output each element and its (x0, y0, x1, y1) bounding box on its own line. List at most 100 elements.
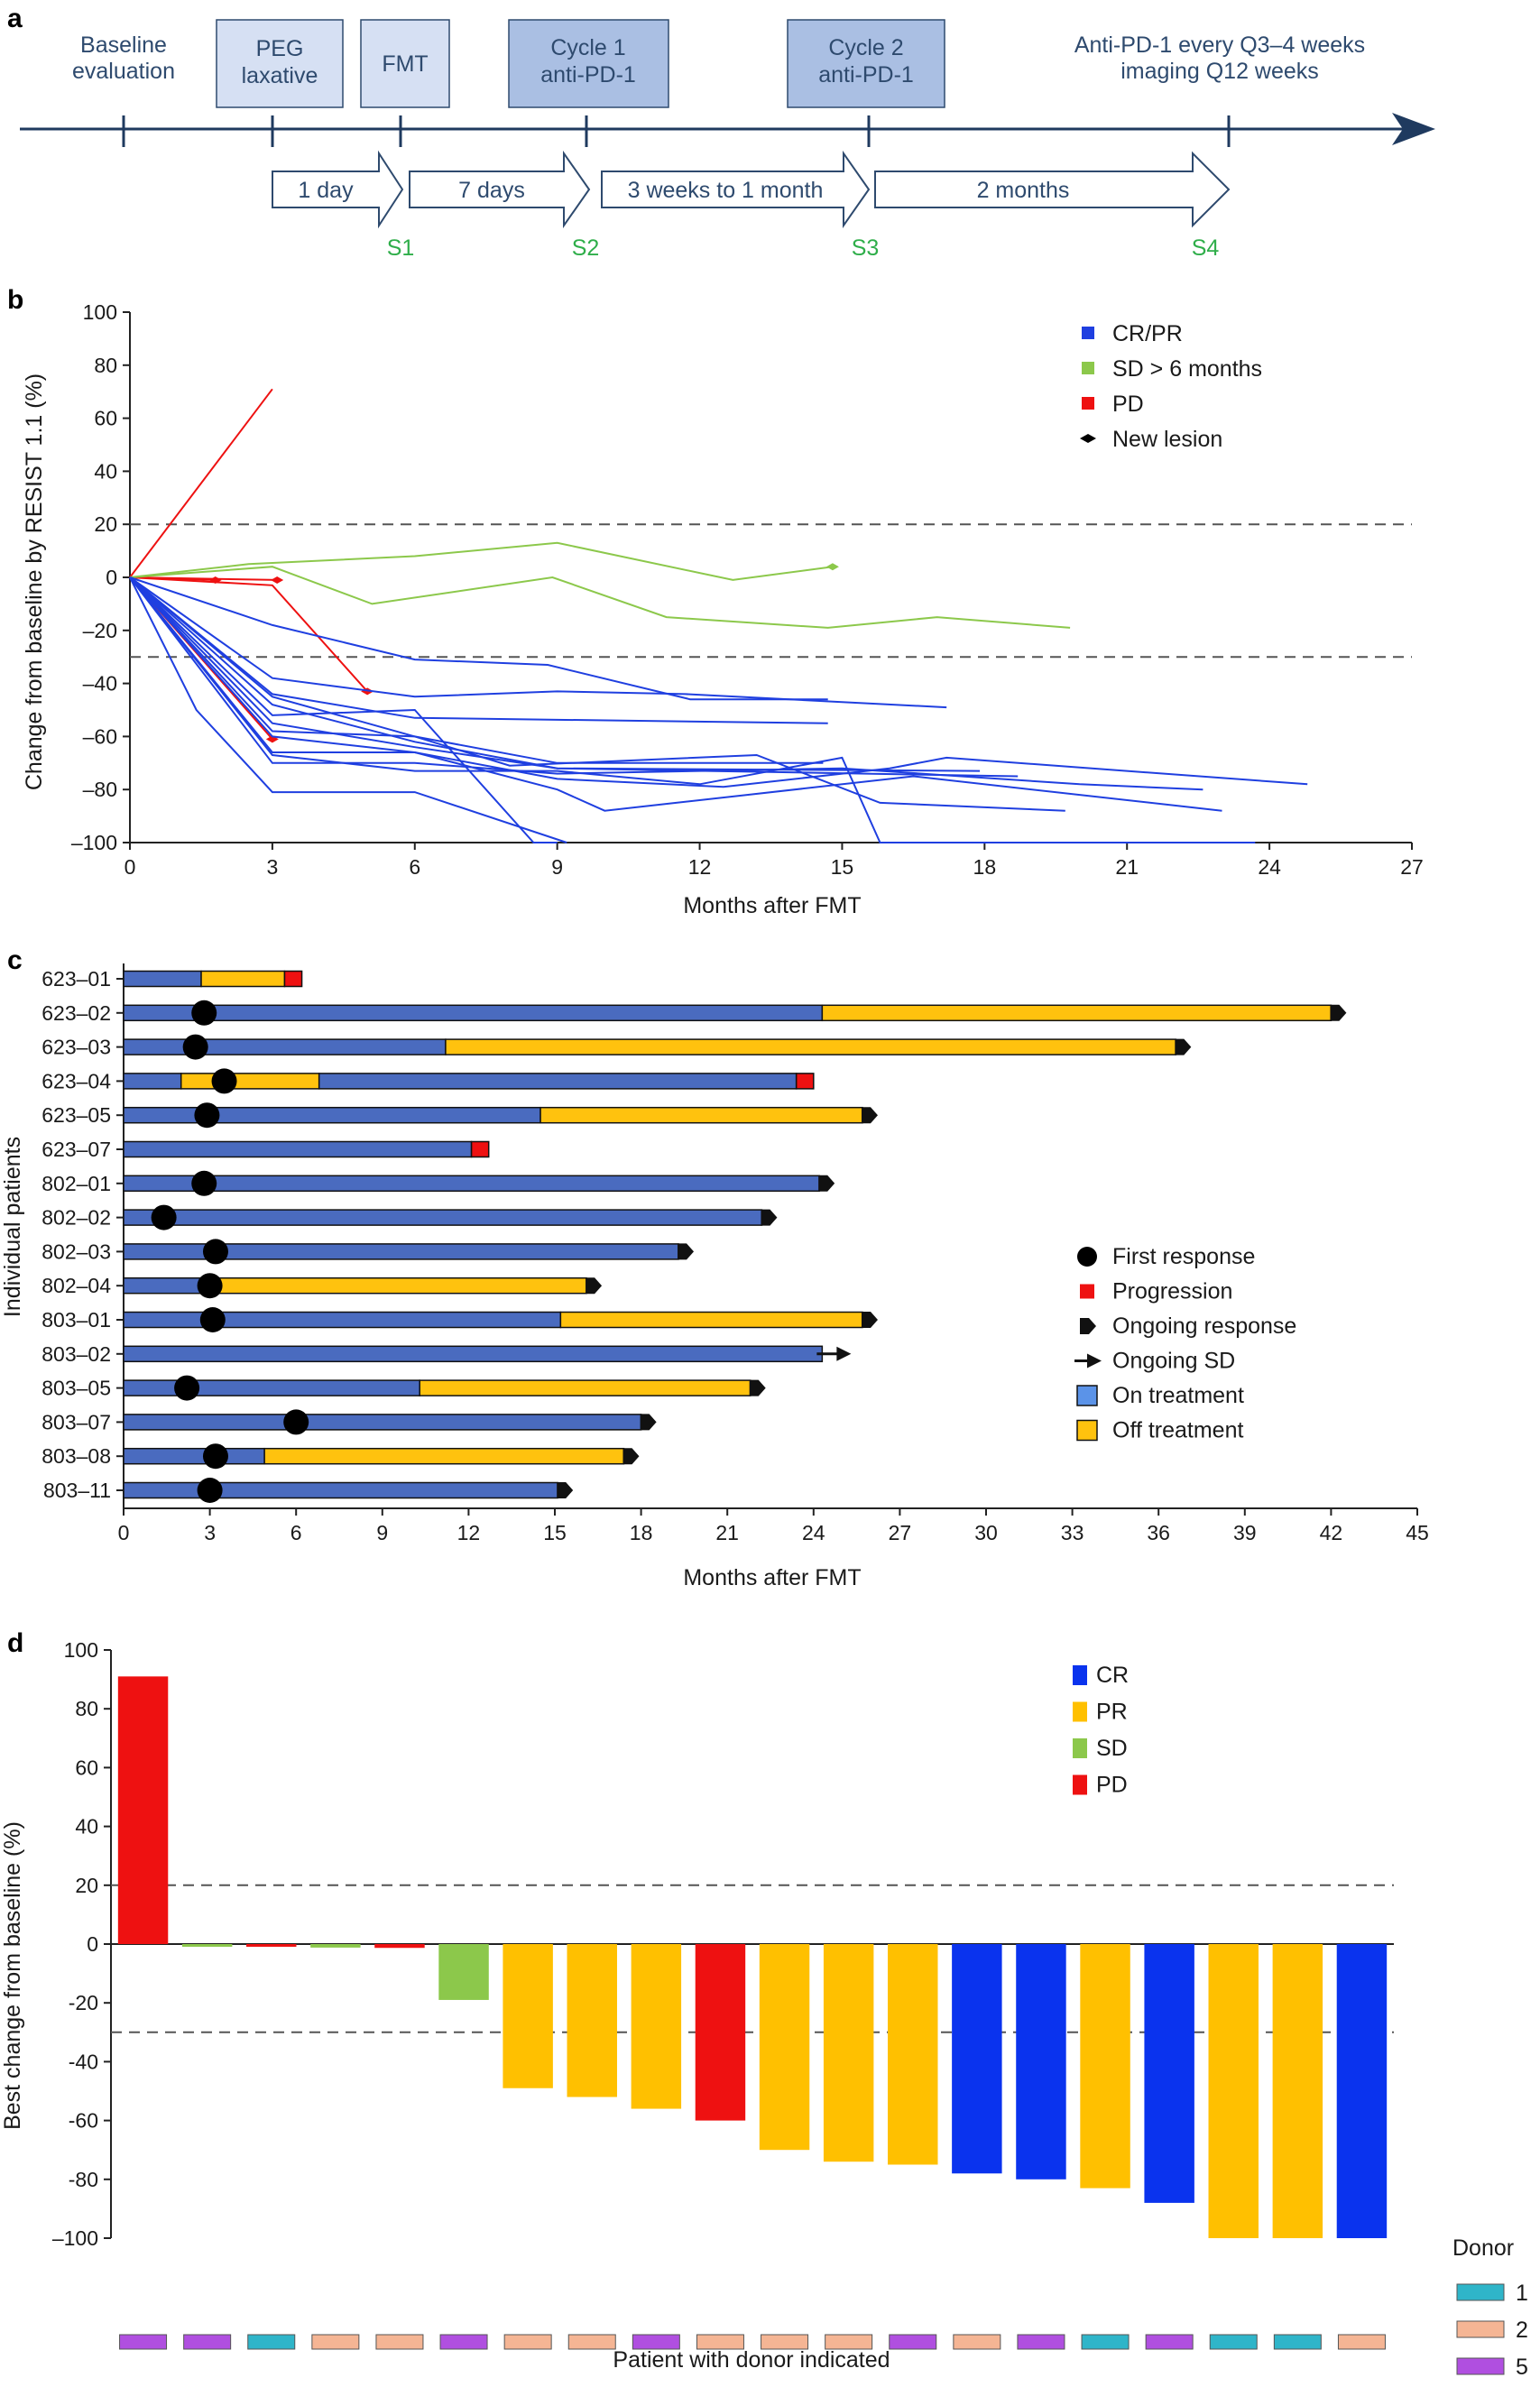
c-ongoing-response-marker (1175, 1038, 1192, 1055)
d-response-bar (888, 1944, 938, 2165)
c-ongoing-sd-arrowhead (836, 1346, 852, 1361)
c-ongoing-response-marker (861, 1312, 878, 1328)
label-peg-1: PEG (256, 36, 304, 61)
b-series-line (129, 576, 1065, 812)
c-x-axis-title: Months after FMT (683, 1565, 861, 1590)
d-response-bar (374, 1944, 425, 1949)
sample-label-s2: S2 (572, 235, 600, 261)
b-x-tick-label: 6 (409, 855, 420, 879)
c-y-axis-title: Individual patients (0, 1137, 25, 1317)
b-new-lesion-marker (271, 576, 284, 584)
c-off-treatment-segment (445, 1038, 1177, 1055)
label-baseline-2: evaluation (72, 59, 175, 84)
d-response-bar (438, 1944, 489, 2000)
b-series-group (129, 388, 1308, 843)
b-new-lesion-marker (825, 563, 839, 571)
c-patient-label: 802–02 (41, 1206, 111, 1230)
d-donor-marker (1017, 2334, 1065, 2350)
interval-label-2: 7 days (458, 178, 525, 203)
c-on-treatment-segment (123, 970, 202, 988)
b-series-line (129, 576, 558, 843)
c-on-treatment-segment (123, 1481, 558, 1499)
d-y-tick-label: -20 (69, 1991, 98, 2014)
b-series-line (129, 576, 1256, 843)
c-x-tick-label: 39 (1233, 1521, 1257, 1544)
c-legend-on-treatment (1076, 1385, 1098, 1406)
c-legend-ongoing (1080, 1318, 1096, 1334)
panel-c: c Individual patients Months after FMT 0… (0, 945, 1429, 1590)
panel-letter-d: d (7, 1628, 23, 1658)
c-first-response-marker (191, 1000, 217, 1026)
c-patient-label: 623–04 (41, 1069, 111, 1092)
b-legend: CR/PR SD > 6 months PD New lesion (1080, 321, 1262, 452)
c-first-response-marker (151, 1204, 177, 1230)
c-patient-label: 623–05 (41, 1103, 111, 1127)
c-ongoing-response-marker (818, 1175, 835, 1192)
c-x-tick-label: 27 (889, 1521, 912, 1544)
d-donor-marker (567, 2334, 616, 2350)
d-y-tick-label: –100 (52, 2226, 98, 2250)
d-response-bar (631, 1944, 682, 2109)
c-off-treatment-segment (180, 1073, 320, 1090)
b-legend-label: PD (1112, 392, 1144, 417)
b-x-tick-label: 0 (124, 855, 136, 879)
c-on-treatment-segment (123, 1311, 562, 1329)
d-donor-marker (953, 2334, 1001, 2350)
c-ongoing-response-marker (586, 1277, 603, 1295)
label-baseline-1: Baseline (80, 32, 167, 58)
interval-arrow-4 (874, 151, 1231, 228)
d-response-bar (1208, 1944, 1259, 2238)
d-response-bar (1272, 1944, 1323, 2238)
c-progression-marker (470, 1140, 490, 1158)
b-series-line (129, 576, 1222, 812)
d-response-bar (1016, 1944, 1066, 2180)
d-donor-marker (761, 2334, 809, 2350)
b-y-tick-label: –80 (83, 778, 117, 801)
d-legend-label: PR (1096, 1700, 1128, 1725)
c-patient-label: 623–07 (41, 1138, 111, 1161)
c-x-tick-label: 15 (543, 1521, 567, 1544)
c-on-treatment-segment (123, 1345, 824, 1363)
c-patient-label: 803–11 (43, 1479, 111, 1502)
c-first-response-marker (182, 1034, 208, 1060)
b-y-tick-label: –40 (83, 672, 117, 696)
c-ongoing-response-marker (622, 1448, 640, 1465)
d-response-bar (310, 1944, 361, 1948)
d-response-bar (1336, 1944, 1388, 2238)
c-off-treatment-segment (821, 1004, 1333, 1022)
b-y-tick-label: 80 (94, 354, 117, 377)
d-donor-legend-swatch (1456, 2283, 1505, 2301)
c-patient-label: 803–01 (41, 1308, 111, 1332)
d-response-bar (1080, 1944, 1130, 2189)
interval-label-4: 2 months (977, 178, 1070, 203)
label-cycle1-2: anti-PD-1 (540, 62, 636, 88)
b-series-line (129, 576, 947, 709)
d-x-axis-title: Patient with donor indicated (613, 2347, 890, 2373)
c-on-treatment-segment (318, 1073, 798, 1090)
c-on-treatment-segment (123, 1004, 824, 1022)
c-off-treatment-segment (200, 970, 286, 988)
c-on-treatment-segment (123, 1379, 420, 1396)
d-donor-markers (119, 2334, 1386, 2350)
d-response-bar (759, 1944, 810, 2151)
d-y-tick-label: 80 (75, 1697, 98, 1720)
d-bars-group (117, 1676, 1388, 2238)
c-ongoing-response-marker (761, 1209, 778, 1226)
c-legend-label: First response (1112, 1244, 1255, 1269)
b-legend-label: CR/PR (1112, 321, 1183, 346)
d-donor-legend-label: 2 (1516, 2318, 1528, 2343)
c-legend-label: Off treatment (1112, 1418, 1243, 1443)
c-x-tick-label: 24 (802, 1521, 825, 1544)
label-cycle2-1: Cycle 2 (828, 35, 903, 60)
b-y-tick-label: 20 (94, 512, 117, 536)
c-first-response-marker (197, 1273, 223, 1299)
d-legend-swatch (1073, 1665, 1087, 1685)
b-series-line (129, 576, 981, 772)
d-donor-marker (696, 2334, 744, 2350)
c-first-response-marker (197, 1478, 223, 1503)
c-x-tick-label: 36 (1147, 1521, 1170, 1544)
d-legend-label: SD (1096, 1736, 1128, 1761)
c-progression-marker (795, 1073, 815, 1090)
b-y-tick-label: 40 (94, 459, 117, 483)
